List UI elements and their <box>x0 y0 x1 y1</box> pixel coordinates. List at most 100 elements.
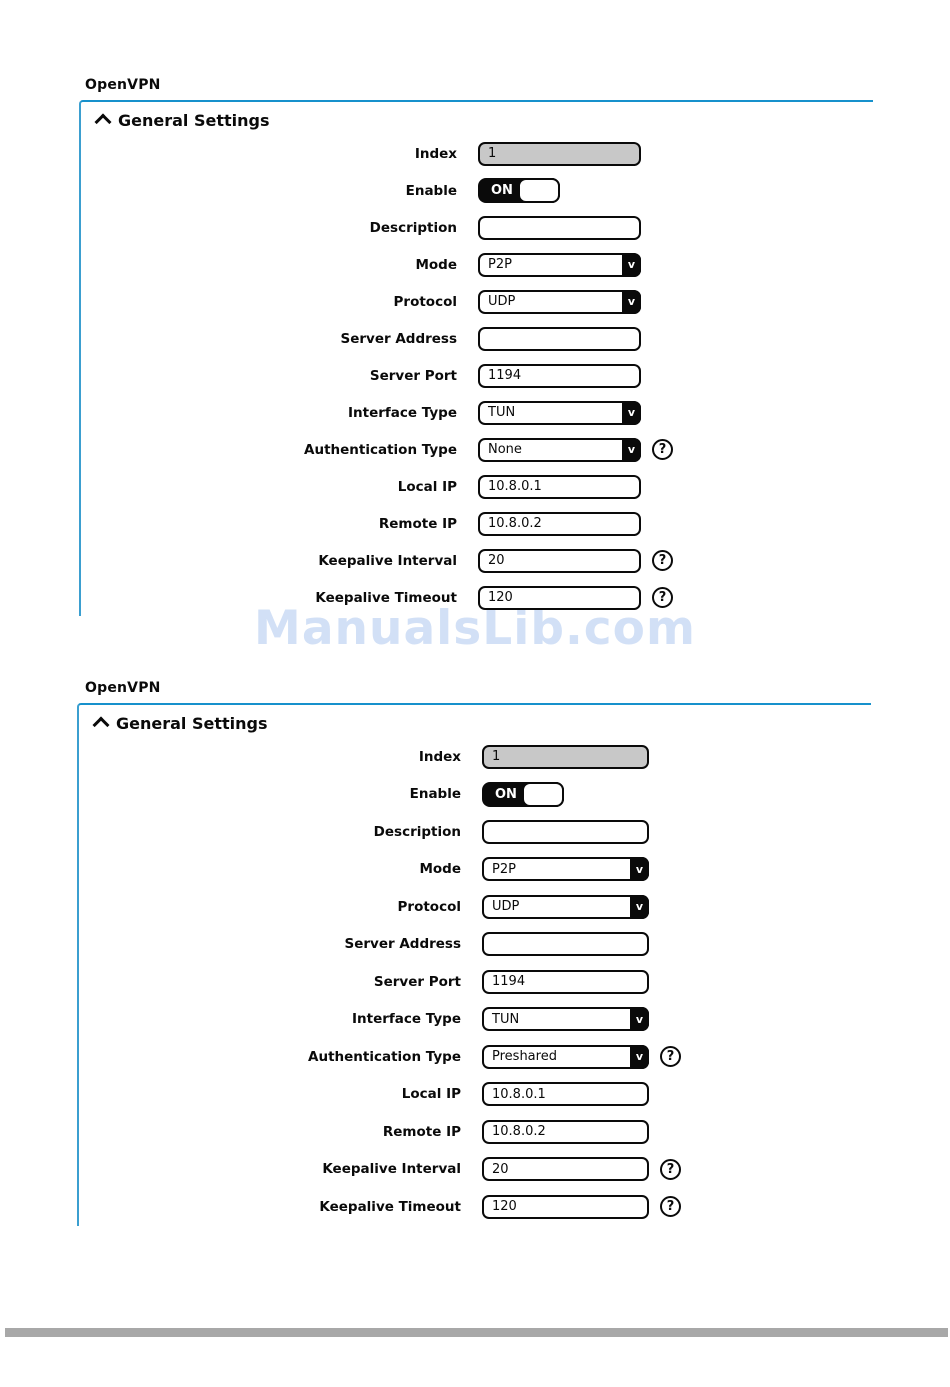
form-row: Enable ON <box>95 172 873 209</box>
server-port-input[interactable]: 1194 <box>482 969 649 994</box>
field-control: P2P v <box>478 252 641 277</box>
field-value: 1194 <box>488 368 522 383</box>
help-icon[interactable]: ? <box>660 1158 681 1180</box>
enable-toggle[interactable]: ON <box>478 178 560 203</box>
field-label: Keepalive Timeout <box>315 589 457 606</box>
field-label: Server Address <box>340 330 457 347</box>
section-header[interactable]: General Settings <box>92 712 871 734</box>
form-row: Protocol UDP v <box>95 283 873 320</box>
server-address-input[interactable] <box>478 326 641 351</box>
server-address-input[interactable] <box>482 932 649 957</box>
form-row: Protocol UDP v <box>93 888 871 926</box>
field-label: Server Address <box>344 936 461 953</box>
form-row: Server Address <box>93 926 871 964</box>
chevron-down-icon[interactable]: v <box>630 1007 649 1032</box>
section-header[interactable]: General Settings <box>94 109 873 131</box>
keepalive-timeout-input[interactable]: 120 <box>482 1194 649 1219</box>
form-row: Description <box>95 209 873 246</box>
chevron-down-icon[interactable]: v <box>630 1044 649 1069</box>
chevron-down-icon[interactable]: v <box>630 857 649 882</box>
mode-select[interactable]: P2P v <box>482 857 649 882</box>
interface-type-select[interactable]: TUN v <box>478 400 641 425</box>
field-label: Index <box>414 145 457 162</box>
field-control: None v? <box>478 437 673 462</box>
selected-option: UDP <box>488 294 516 309</box>
toggle-knob[interactable] <box>518 178 560 203</box>
description-input[interactable] <box>482 819 649 844</box>
field-control: 20? <box>478 548 673 573</box>
chevron-down-icon[interactable]: v <box>622 437 641 462</box>
keepalive-interval-input[interactable]: 20 <box>478 548 641 573</box>
field-value: 10.8.0.1 <box>492 1086 546 1102</box>
field-label: Interface Type <box>348 404 457 421</box>
chevron-down-icon[interactable]: v <box>622 289 641 314</box>
authentication-type-select[interactable]: None v <box>478 437 641 462</box>
field-label: Keepalive Timeout <box>319 1198 461 1215</box>
help-icon[interactable]: ? <box>652 587 673 608</box>
field-value: 1 <box>488 146 497 161</box>
chevron-down-icon[interactable]: v <box>630 894 649 919</box>
form-row: Description <box>93 813 871 851</box>
protocol-select[interactable]: UDP v <box>482 894 649 919</box>
form-row: Interface Type TUN v <box>95 394 873 431</box>
field-label: Index <box>418 748 461 765</box>
selected-option: TUN <box>492 1011 520 1027</box>
protocol-select[interactable]: UDP v <box>478 289 641 314</box>
server-port-input[interactable]: 1194 <box>478 363 641 388</box>
manual-page: OpenVPN General Settings Index 1 Enable ON D… <box>0 77 950 1226</box>
form-row: Keepalive Timeout 120? <box>93 1188 871 1226</box>
authentication-type-select[interactable]: Preshared v <box>482 1044 649 1069</box>
field-control: 10.8.0.1 <box>478 474 641 499</box>
form-row: Enable ON <box>93 776 871 814</box>
selected-option: None <box>488 442 522 457</box>
field-label: Protocol <box>397 898 461 915</box>
form-row: Keepalive Interval 20? <box>93 1151 871 1189</box>
field-control: 1194 <box>478 363 641 388</box>
collapse-icon[interactable] <box>94 113 112 130</box>
form-row: Authentication Type None v? <box>95 431 873 468</box>
openvpn-section-2: OpenVPN General Settings Index 1 Enable ON D… <box>0 680 950 1226</box>
mode-select[interactable]: P2P v <box>478 252 641 277</box>
help-icon[interactable]: ? <box>660 1046 681 1068</box>
form-row: Local IP 10.8.0.1 <box>93 1076 871 1114</box>
local-ip-input[interactable]: 10.8.0.1 <box>478 474 641 499</box>
interface-type-select[interactable]: TUN v <box>482 1007 649 1032</box>
selected-option: UDP <box>492 899 520 915</box>
keepalive-timeout-input[interactable]: 120 <box>478 585 641 610</box>
chevron-down-icon[interactable]: v <box>622 252 641 277</box>
help-icon[interactable]: ? <box>652 550 673 571</box>
form-row: Mode P2P v <box>93 851 871 889</box>
form-row: Keepalive Timeout 120? <box>95 579 873 616</box>
help-icon[interactable]: ? <box>660 1196 681 1218</box>
form-row: Interface Type TUN v <box>93 1001 871 1039</box>
field-label: Enable <box>405 182 457 199</box>
field-value: 10.8.0.2 <box>492 1124 546 1140</box>
form-row: Server Port 1194 <box>95 357 873 394</box>
description-input[interactable] <box>478 215 641 240</box>
form-row: Remote IP 10.8.0.2 <box>93 1113 871 1151</box>
local-ip-input[interactable]: 10.8.0.1 <box>482 1082 649 1107</box>
field-label: Authentication Type <box>308 1048 461 1065</box>
field-label: Keepalive Interval <box>322 1161 461 1178</box>
collapse-icon[interactable] <box>92 716 110 733</box>
form-row: Keepalive Interval 20? <box>95 542 873 579</box>
help-icon[interactable]: ? <box>652 439 673 460</box>
keepalive-interval-input[interactable]: 20 <box>482 1157 649 1182</box>
field-value: 1194 <box>492 974 526 990</box>
toggle-knob[interactable] <box>522 781 564 807</box>
field-control <box>478 326 641 351</box>
selected-option: P2P <box>488 257 512 272</box>
field-control: ON <box>478 178 560 203</box>
remote-ip-input[interactable]: 10.8.0.2 <box>482 1119 649 1144</box>
field-label: Authentication Type <box>304 441 457 458</box>
section-title: General Settings <box>118 110 270 130</box>
field-control: 1 <box>478 141 641 166</box>
field-label: Server Port <box>369 367 457 384</box>
chevron-down-icon[interactable]: v <box>622 400 641 425</box>
toggle-on-label: ON <box>491 183 513 198</box>
enable-toggle[interactable]: ON <box>482 781 564 807</box>
remote-ip-input[interactable]: 10.8.0.2 <box>478 511 641 536</box>
form-row: Server Port 1194 <box>93 963 871 1001</box>
field-label: Interface Type <box>352 1011 461 1028</box>
form-rows: Index 1 Enable ON Description Mode P2P v Protoco… <box>95 135 873 616</box>
